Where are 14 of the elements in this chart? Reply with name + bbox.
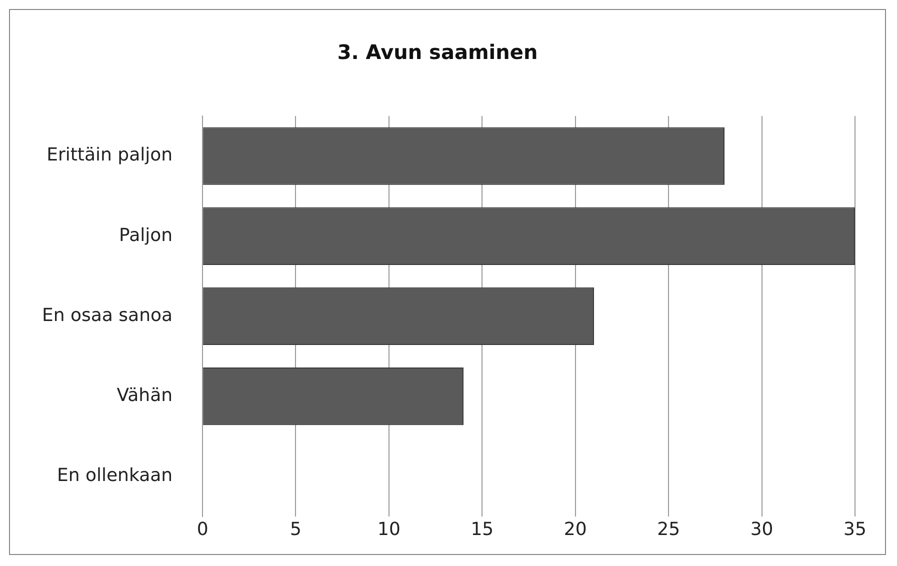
y-tick-label: Erittäin paljon (46, 144, 173, 166)
y-tick-label: En ollenkaan (56, 465, 173, 486)
y-tick-label: En osaa sanoa (42, 304, 173, 326)
x-tick-label: 20 (564, 518, 587, 540)
x-tick-label: 35 (844, 518, 866, 540)
x-tick-label: 0 (196, 518, 208, 540)
x-tick-label: 25 (657, 518, 680, 540)
y-tick-label: Vähän (116, 384, 173, 406)
x-tick-label: 30 (750, 518, 774, 540)
chart-title: 3. Avun saaminen (337, 40, 538, 64)
x-tick-label: 15 (470, 518, 494, 540)
x-tick-label: 5 (290, 518, 302, 540)
x-tick-label: 10 (378, 518, 400, 540)
y-tick-label: Paljon (119, 224, 173, 246)
